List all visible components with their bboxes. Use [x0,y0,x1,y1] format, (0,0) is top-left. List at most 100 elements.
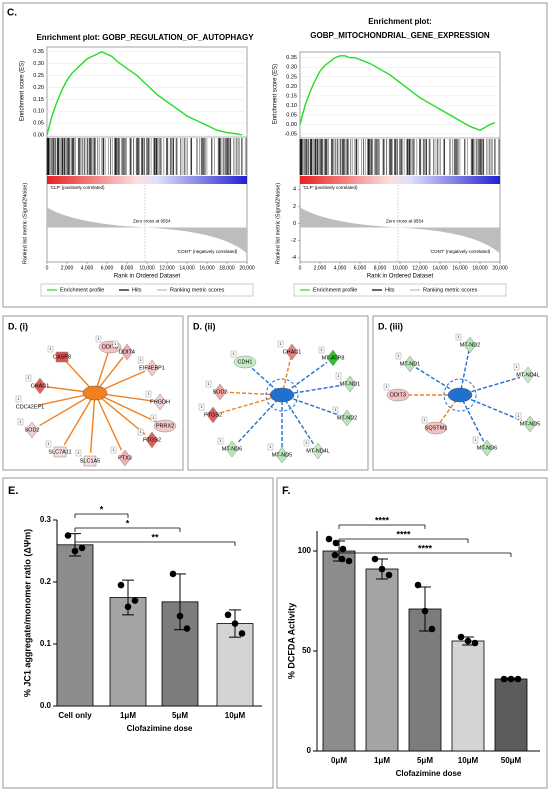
data-point [231,620,239,627]
badge: 1 [397,353,400,358]
node [53,446,67,458]
badge: 1 [114,341,117,346]
data-point [338,555,346,563]
y-tick-label: 0.3 [40,515,52,524]
badge: 1 [49,346,52,351]
edge [39,392,96,427]
panel-e-frame [2,477,274,789]
sig-label: ** [151,532,159,542]
y-axis-label: % JC1 aggregate/monomer ratio (ΔΨm) [22,529,32,697]
badge-box [95,335,102,343]
edge [281,394,315,445]
data-point [176,612,184,620]
node [25,421,39,439]
node [275,446,289,464]
y-tick-label: 0.10 [286,103,297,109]
edge [94,392,123,451]
badge-box [335,372,342,380]
x-tick-label: 8,000 [121,265,134,271]
x-axis-label: Clofazimine dose [127,724,193,733]
node-label: CASP8 [53,354,71,360]
node-label: MT-ND6 [477,445,497,451]
badge-box [277,340,284,348]
legend-label: Enrichment profile [60,287,104,293]
badge: 1 [337,373,340,378]
bar [365,568,399,752]
annotation: Zero cross at 9554 [133,219,171,224]
badge: 1 [279,341,282,346]
edge [237,394,283,443]
data-point [457,633,465,641]
node-label: SOD2 [25,427,40,433]
node-label: PTX3 [118,455,132,461]
node-label: MT-ND2 [460,342,480,348]
data-point [169,570,177,578]
data-point [514,675,522,683]
badge-box [513,363,520,371]
badge-box [303,439,310,447]
chart-title: Enrichment plot: [368,17,432,26]
y-tick-label: 0.15 [33,97,44,103]
x-tick-label: 16,000 [452,265,468,271]
node [403,355,417,373]
panel-label: D. (i) [8,321,28,331]
x-tick-label: 12,000 [412,265,428,271]
node-label: MT-ND5 [272,452,292,458]
badge: 1 [47,441,50,446]
badge: 1 [27,375,30,380]
node-label: SLC7A11 [48,449,71,455]
data-point [332,539,340,547]
node [340,409,354,427]
es-line [46,50,243,136]
x-tick-label: 10,000 [392,265,408,271]
center-node [269,387,295,403]
badge: 1 [97,336,100,341]
data-point [117,581,125,589]
sig-label: * [100,504,104,514]
edge [459,394,485,442]
es-line [299,55,496,132]
node [55,351,69,363]
badge: 1 [232,351,235,356]
panel-d3-frame [372,315,548,471]
node-label: SLC1A5 [80,458,101,464]
node-label: MT-ND5 [520,421,540,427]
metric-tick-label: -2 [291,238,296,244]
data-point [183,625,191,632]
center-node [82,385,108,401]
data-point [124,603,132,611]
data-point [428,625,436,633]
node [153,419,177,433]
legend-box [40,283,254,297]
x-tick-label: 20,000 [492,265,508,271]
x-tick-label: 0 [46,265,49,271]
annotation: 'CLP' (positively correlated) [303,185,358,190]
bar [408,608,442,752]
y-tick-label: 0.25 [286,74,297,80]
annotation: 'CONT' (negatively correlated) [177,249,238,254]
center-node [447,387,473,403]
data-point [414,581,422,589]
metric-tick-label: 2 [293,204,296,210]
badge-box [383,383,390,391]
node-label: MT-ND6 [222,446,242,452]
y-tick-label: 0.35 [286,55,297,61]
badge-box [455,333,462,341]
badge: 1 [200,404,203,409]
node-label: PTGS2 [143,437,161,443]
y-tick-label: 0.2 [40,577,52,586]
data-point [507,675,515,683]
node [326,349,340,367]
x-axis-label: Rank in Ordered Dataset [114,274,181,280]
panel-f-frame [276,477,548,789]
badge: 1 [219,438,222,443]
legend-label: Ranking metric scores [423,287,478,293]
y-tick-label: 0.20 [33,85,44,91]
badge-box [217,437,224,445]
x-tick-label: 5μM [417,756,433,765]
bar [109,597,147,707]
x-tick-label: 0 [299,265,302,271]
badge: 1 [147,391,150,396]
y-tick-label: 0.30 [286,65,297,71]
center-ring [265,378,299,412]
